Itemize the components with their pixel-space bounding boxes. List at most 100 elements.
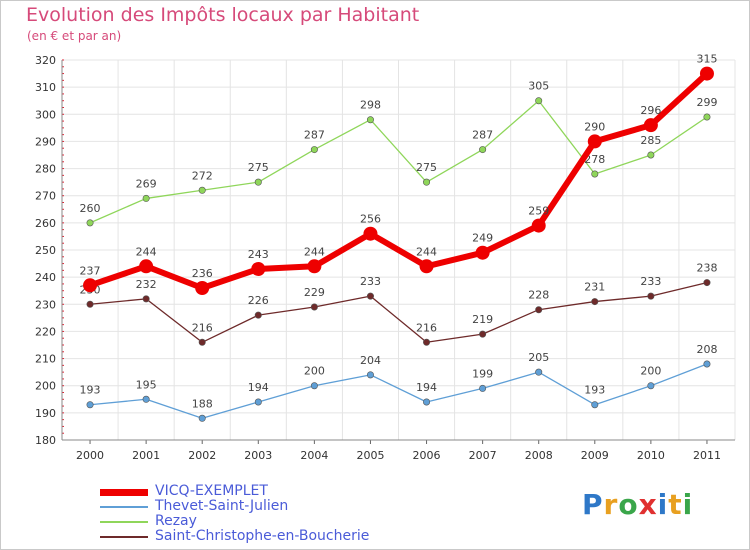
data-label: 260	[80, 202, 101, 215]
data-point	[139, 259, 154, 274]
data-point	[423, 338, 431, 346]
x-tick-label: 2009	[581, 449, 609, 462]
data-point	[531, 218, 546, 233]
data-point	[310, 382, 318, 390]
data-point	[310, 146, 318, 154]
data-point	[479, 384, 487, 392]
data-point	[591, 170, 599, 178]
x-tick-label: 2005	[356, 449, 384, 462]
data-label: 194	[248, 381, 269, 394]
y-tick-label: 290	[35, 135, 56, 148]
x-tick-label: 2002	[188, 449, 216, 462]
y-tick-label: 230	[35, 298, 56, 311]
data-label: 216	[416, 321, 437, 334]
x-tick-label: 2001	[132, 449, 160, 462]
data-point	[703, 360, 711, 368]
data-label: 272	[192, 169, 213, 182]
data-label: 243	[248, 248, 269, 261]
y-tick-label: 240	[35, 271, 56, 284]
data-label: 237	[80, 264, 101, 277]
data-point	[83, 278, 98, 293]
data-label: 231	[584, 281, 605, 294]
data-point	[254, 398, 262, 406]
data-point	[475, 245, 490, 260]
logo-letter: i	[657, 488, 669, 521]
data-point	[699, 66, 714, 81]
logo-letter: t	[668, 488, 683, 521]
data-point	[647, 151, 655, 159]
data-point	[423, 178, 431, 186]
data-label: 275	[248, 161, 269, 174]
proxiti-logo: Proxiti	[582, 488, 693, 521]
data-label: 200	[304, 365, 325, 378]
data-label: 216	[192, 321, 213, 334]
data-point	[310, 303, 318, 311]
data-point	[703, 279, 711, 287]
x-tick-label: 2011	[693, 449, 721, 462]
data-label: 219	[472, 313, 493, 326]
data-point	[535, 368, 543, 376]
data-label: 229	[304, 286, 325, 299]
series-line	[89, 71, 709, 291]
data-point	[366, 292, 374, 300]
y-tick-label: 250	[35, 244, 56, 257]
data-point	[254, 311, 262, 319]
data-label: 305	[528, 80, 549, 93]
data-label: 233	[360, 275, 381, 288]
legend-label: VICQ-EXEMPLET	[155, 483, 268, 499]
y-tick-label: 200	[35, 380, 56, 393]
data-point	[419, 259, 434, 274]
y-tick-label: 210	[35, 353, 56, 366]
logo-letter: o	[618, 488, 639, 521]
data-label: 244	[304, 245, 325, 258]
data-label: 204	[360, 354, 381, 367]
data-point	[479, 146, 487, 154]
data-label: 195	[136, 378, 157, 391]
data-label: 287	[304, 129, 325, 142]
data-label: 236	[192, 267, 213, 280]
data-label: 228	[528, 289, 549, 302]
x-tick-label: 2007	[469, 449, 497, 462]
data-point	[142, 194, 150, 202]
logo-letter: P	[582, 488, 604, 521]
y-tick-label: 320	[35, 54, 56, 67]
data-point	[591, 298, 599, 306]
data-label: 226	[248, 294, 269, 307]
data-point	[86, 300, 94, 308]
data-label: 287	[472, 129, 493, 142]
data-point	[251, 262, 266, 276]
x-tick-label: 2010	[637, 449, 665, 462]
series-line	[89, 100, 708, 224]
data-label: 233	[640, 275, 661, 288]
data-label: 193	[80, 384, 101, 397]
data-label: 193	[584, 384, 605, 397]
x-tick-label: 2000	[76, 449, 104, 462]
data-point	[647, 292, 655, 300]
data-label: 296	[640, 104, 661, 117]
data-point	[254, 178, 262, 186]
data-label: 244	[416, 245, 437, 258]
data-label: 188	[192, 397, 213, 410]
data-point	[479, 330, 487, 338]
y-tick-label: 310	[35, 81, 56, 94]
data-label: 238	[696, 262, 717, 275]
data-label: 298	[360, 99, 381, 112]
data-point	[535, 306, 543, 314]
legend-swatch	[100, 488, 148, 496]
legend-swatch	[100, 536, 148, 538]
data-point	[142, 395, 150, 403]
data-point	[195, 281, 210, 295]
series-line	[89, 281, 708, 343]
data-label: 208	[696, 343, 717, 356]
legend-swatch	[100, 521, 148, 523]
data-point	[363, 226, 378, 241]
chart-subtitle: (en € et par an)	[27, 29, 122, 43]
data-label: 194	[416, 381, 437, 394]
data-point	[198, 338, 206, 346]
legend-label: Saint-Christophe-en-Boucherie	[155, 528, 370, 544]
data-point	[198, 186, 206, 194]
data-point	[366, 371, 374, 379]
data-label: 205	[528, 351, 549, 364]
y-tick-label: 260	[35, 217, 56, 230]
